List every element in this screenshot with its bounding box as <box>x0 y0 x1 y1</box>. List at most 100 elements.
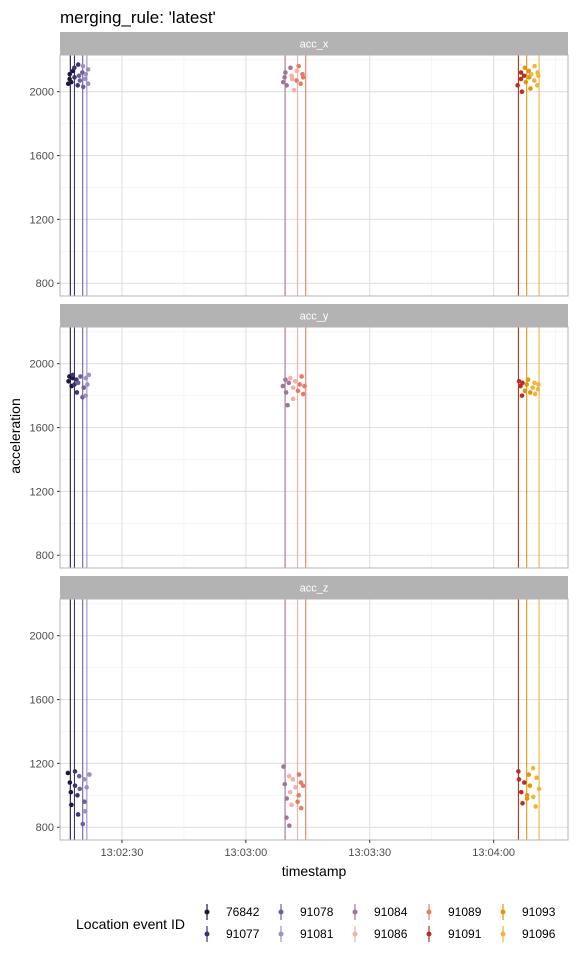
y-tick-label: 800 <box>36 550 54 562</box>
data-point <box>280 383 286 389</box>
data-point <box>530 385 535 390</box>
y-tick-label: 2000 <box>30 87 54 99</box>
legend-label-91096: 91096 <box>522 927 556 941</box>
data-point <box>520 800 525 806</box>
panel-background <box>60 327 568 568</box>
data-point <box>527 783 533 789</box>
data-point <box>291 87 297 93</box>
data-point <box>288 65 293 71</box>
data-point <box>82 808 88 814</box>
data-point <box>526 68 532 74</box>
data-point <box>524 793 530 798</box>
data-point <box>530 765 536 771</box>
legend-title: Location event ID <box>76 916 185 932</box>
y-tick-label: 2000 <box>30 359 54 371</box>
data-point <box>521 73 527 79</box>
data-point <box>519 89 525 95</box>
data-point <box>525 377 531 382</box>
legend-key-point <box>204 931 210 937</box>
data-point <box>84 785 89 790</box>
legend-key-point <box>278 931 284 937</box>
data-point <box>302 383 307 389</box>
data-point <box>535 386 541 392</box>
legend-key-point <box>278 909 284 915</box>
data-point <box>530 794 536 800</box>
data-point <box>299 374 304 379</box>
data-point <box>83 375 89 381</box>
data-point <box>532 78 537 83</box>
facet-strip-acc_x <box>60 32 568 55</box>
y-tick-label: 1600 <box>30 151 54 163</box>
data-point <box>80 70 85 75</box>
chart-panels: acc_x 800 1200 1600 2000 acc_y 800 1200 1600 2000… <box>30 32 569 859</box>
facet-label-acc_z: acc_z <box>300 583 329 595</box>
data-point <box>522 388 528 394</box>
data-point <box>296 772 302 777</box>
data-point <box>295 799 300 804</box>
y-tick-label: 1200 <box>30 486 54 498</box>
data-point <box>78 374 83 379</box>
x-axis-title: timestamp <box>282 863 347 879</box>
data-point <box>516 777 522 782</box>
data-point <box>72 75 77 80</box>
panel-background <box>60 599 568 840</box>
panel-border <box>59 598 569 841</box>
legend-key-point <box>352 931 358 937</box>
data-point <box>298 81 303 87</box>
data-point <box>87 772 92 777</box>
data-point <box>72 783 78 789</box>
legend-key-point <box>352 909 358 915</box>
data-point <box>65 770 71 776</box>
data-point <box>532 380 537 386</box>
facet-strip-acc_y <box>60 304 568 327</box>
data-point <box>523 79 529 85</box>
legend-label-91081: 91081 <box>300 927 334 941</box>
y-tick-label: 800 <box>36 822 54 834</box>
data-point <box>67 71 73 77</box>
y-tick-label: 1200 <box>30 758 54 770</box>
legend-label-91078: 91078 <box>300 905 334 919</box>
data-point <box>527 390 533 395</box>
legend-label-91086: 91086 <box>374 927 408 941</box>
legend-label-91077: 91077 <box>226 927 260 941</box>
data-point <box>85 382 90 387</box>
data-point <box>519 393 525 398</box>
data-point <box>80 821 86 827</box>
data-point <box>282 75 287 80</box>
legend: Location event ID 76842 91077 91078 91081 91… <box>76 904 556 942</box>
legend-key-point <box>500 909 506 915</box>
data-point <box>75 62 81 67</box>
legend-label-91089: 91089 <box>448 905 482 919</box>
facet-label-acc_x: acc_x <box>300 39 329 51</box>
data-point <box>80 84 86 90</box>
data-point <box>533 804 538 809</box>
data-point <box>67 780 73 785</box>
data-point <box>74 390 80 395</box>
data-point <box>518 789 524 795</box>
data-point <box>280 79 286 85</box>
legend-label-76842: 76842 <box>226 905 260 919</box>
data-point <box>290 385 296 390</box>
legend-key-point <box>204 909 210 915</box>
data-point <box>518 70 524 75</box>
data-point <box>524 796 530 801</box>
data-point <box>283 377 288 382</box>
legend-label-91091: 91091 <box>448 927 482 941</box>
data-point <box>294 68 300 74</box>
data-point <box>81 777 87 782</box>
facet-strip-acc_z <box>60 576 568 599</box>
panel-border <box>59 54 569 297</box>
legend-key-point <box>500 931 506 937</box>
data-point <box>292 378 298 384</box>
data-point <box>532 391 538 397</box>
y-tick-label: 2000 <box>30 631 54 643</box>
data-point <box>296 63 302 69</box>
data-point <box>300 783 306 789</box>
data-point <box>536 382 541 387</box>
data-point <box>283 70 288 75</box>
y-tick-label: 1200 <box>30 214 54 226</box>
y-tick-label: 800 <box>36 278 54 290</box>
data-point <box>75 812 81 817</box>
data-point <box>76 773 82 779</box>
